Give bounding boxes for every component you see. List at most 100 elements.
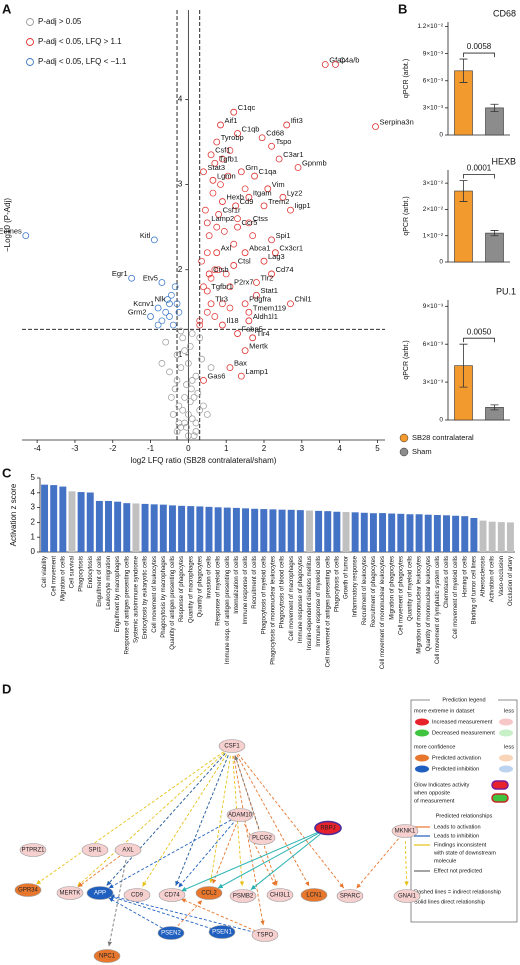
gene-label: Lyz2: [287, 188, 303, 197]
point: [168, 291, 175, 299]
gene-label: Csf1: [215, 146, 230, 155]
bar: [50, 485, 58, 552]
labeled-point: [203, 287, 211, 295]
labeled-point: [166, 300, 173, 308]
bar: [424, 514, 432, 552]
labeled-point: [251, 172, 258, 180]
legend-label: P-adj > 0.05: [38, 17, 82, 26]
panel-label: C: [2, 465, 12, 480]
point: [219, 300, 226, 308]
y-tick-label: 0: [439, 417, 443, 424]
x-tick-label: Immune response of phagocytes: [298, 556, 304, 643]
gene-label: Tspo: [276, 137, 292, 146]
gene-label: Tmem119: [253, 303, 286, 312]
legend-text: when opposite: [413, 790, 450, 796]
x-tick-label: Phagocytosis: [79, 556, 85, 592]
labeled-point: [279, 193, 287, 201]
point: [158, 317, 166, 325]
y-tick-label: 6×10⁻³: [423, 341, 444, 348]
x-tick-label: Cell movement of mononuclear leukocytes: [380, 556, 386, 669]
y-axis-title: qPCR (arbt.): [403, 196, 410, 235]
point: [196, 334, 204, 342]
x-tick-label: Immune response of cells: [243, 556, 249, 624]
x-tick-label: 0: [186, 444, 191, 453]
legend-swatch: [499, 729, 513, 737]
labeled-point: [268, 270, 275, 278]
gene-label: Etv5: [143, 273, 158, 282]
y-tick-label: 1×10⁻²: [423, 232, 444, 239]
error-bar: [490, 103, 499, 112]
gene-label: Trem2: [268, 197, 289, 206]
labeled-point: [245, 219, 253, 227]
node-label: CSF1: [224, 744, 240, 750]
relationship: [109, 895, 213, 930]
point: [175, 402, 183, 410]
y-tick-label: 3×10⁻³: [423, 105, 444, 112]
bar: [315, 510, 323, 552]
legend-text: more confidence: [414, 744, 455, 750]
p-value: 0.0050: [467, 327, 492, 336]
labeled-point: [260, 257, 268, 265]
legend-text: molecule: [434, 858, 456, 864]
point: [171, 385, 179, 393]
labeled-point: [321, 61, 329, 68]
x-tick-label: Inflammatory response: [353, 555, 359, 617]
bar: [388, 513, 396, 552]
gene-label: Hexb: [226, 193, 244, 202]
gene-label: Pdgfra: [249, 295, 272, 304]
point: [186, 342, 194, 350]
y-tick-label: 4: [178, 95, 183, 104]
relationship: [178, 822, 234, 888]
labeled-point: [275, 155, 283, 163]
gene-label: Tgfbr1: [211, 282, 233, 291]
y-tick-label: 4: [31, 488, 36, 497]
labeled-point: [217, 121, 224, 129]
bar: [251, 508, 259, 552]
x-tick-label: 3: [300, 444, 305, 453]
gene-label: Bax: [234, 359, 247, 368]
labeled-point: [249, 334, 257, 342]
relationship: [141, 754, 228, 887]
point: [205, 232, 213, 239]
x-axis-title: log2 LFQ ratio (SB28 contralateral/sham): [131, 456, 277, 465]
node-label: PSEN1: [212, 930, 232, 936]
x-tick-label: Phagocytosis by macrophages: [161, 556, 167, 638]
gene-label: Lgmn: [217, 171, 236, 180]
y-tick-label: 3: [178, 180, 183, 189]
y-tick-label: 5: [31, 473, 36, 482]
y-tick-label: 9×10⁻³: [423, 303, 444, 310]
gene-label: Stat1: [260, 286, 278, 295]
labeled-point: [147, 313, 154, 320]
panel-label: B: [398, 1, 407, 16]
legend-swatch: [415, 718, 429, 726]
significance-bracket: [463, 337, 495, 343]
point: [234, 215, 241, 222]
x-tick-label: Cell movement of myeloid cells: [453, 556, 459, 639]
bar: [333, 511, 341, 552]
bar: [187, 506, 195, 552]
x-tick-label: Migration of mononuclear leukocytes: [417, 556, 423, 654]
node-label: CD74: [164, 893, 180, 899]
gene-label: Ccr5: [242, 218, 258, 227]
gene-label: Grn: [245, 163, 258, 172]
point: [241, 185, 249, 193]
y-tick-label: 6×10⁻³: [423, 77, 444, 84]
point: [169, 411, 177, 418]
node-label: AXL: [122, 848, 134, 854]
x-tick-label: Binding of tumor cell lines: [471, 556, 477, 624]
point: [192, 428, 200, 435]
node-label: TSPO: [257, 933, 274, 939]
legend-label: SB28 contralateral: [412, 433, 474, 442]
bar: [443, 515, 450, 552]
node-label: APP: [94, 891, 106, 897]
relationship: [236, 754, 310, 887]
bar: [141, 503, 149, 552]
labeled-point: [234, 223, 241, 231]
gene-label: Cd9: [240, 197, 254, 206]
labeled-point: [287, 206, 294, 214]
relationship: [35, 751, 225, 885]
point: [219, 155, 226, 163]
x-tick-label: -4: [34, 444, 42, 453]
gene-label: Vim: [272, 180, 285, 189]
legend-text: Predicted inhibition: [432, 766, 479, 772]
